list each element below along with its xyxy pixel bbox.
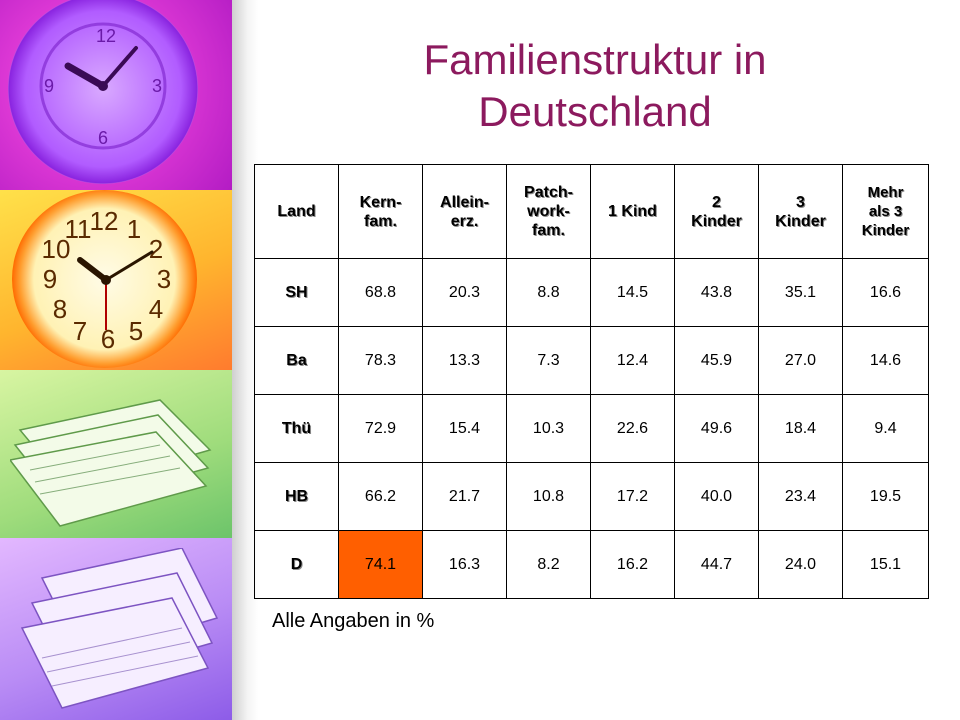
row-label: Ba: [254, 326, 339, 395]
svg-text:3: 3: [152, 76, 162, 96]
table-row: D 74.1 16.3 8.2 16.2 44.7 24.0 15.1: [254, 530, 929, 599]
column-header: 2 Kinder: [674, 164, 759, 259]
table-cell: 23.4: [758, 462, 843, 531]
title-line-2: Deutschland: [478, 88, 712, 135]
table-cell: 16.3: [422, 530, 507, 599]
row-label: HB: [254, 462, 339, 531]
row-label: D: [254, 530, 339, 599]
svg-text:8: 8: [53, 294, 67, 324]
table-cell: 74.1: [338, 530, 423, 599]
svg-text:9: 9: [44, 76, 54, 96]
svg-text:12: 12: [96, 26, 116, 46]
table-header-row: Land Kern- fam. Allein- erz. Patch- work- f…: [254, 164, 929, 259]
yellow-panel: 12 1 2 3 4 5 6 7 8 9 10 11: [0, 190, 232, 370]
table-cell: 24.0: [758, 530, 843, 599]
table-cell: 8.8: [506, 258, 591, 327]
table-cell: 44.7: [674, 530, 759, 599]
table-cell: 12.4: [590, 326, 675, 395]
table-cell: 17.2: [590, 462, 675, 531]
table-cell: 13.3: [422, 326, 507, 395]
table-cell: 15.1: [842, 530, 929, 599]
table-cell: 15.4: [422, 394, 507, 463]
table-cell: 27.0: [758, 326, 843, 395]
magenta-panel: 12 3 6 9: [0, 0, 232, 190]
table-body: SH 68.8 20.3 8.8 14.5 43.8 35.1 16.6 Ba 78.3 13.3 7…: [254, 258, 929, 599]
table-cell: 66.2: [338, 462, 423, 531]
table-cell: 78.3: [338, 326, 423, 395]
column-header: Mehr als 3 Kinder: [842, 164, 929, 259]
table-cell: 7.3: [506, 326, 591, 395]
units-note: Alle Angaben in %: [272, 610, 435, 632]
family-structure-table: Land Kern- fam. Allein- erz. Patch- work- f…: [254, 164, 929, 599]
column-header: 3 Kinder: [758, 164, 843, 259]
table-cell: 21.7: [422, 462, 507, 531]
table-row: SH 68.8 20.3 8.8 14.5 43.8 35.1 16.6: [254, 258, 929, 327]
strip-shadow: [232, 0, 258, 720]
purple-panel: [0, 538, 232, 720]
column-header: Patch- work- fam.: [506, 164, 591, 259]
table-cell: 68.8: [338, 258, 423, 327]
table-cell: 22.6: [590, 394, 675, 463]
row-label: Thü: [254, 394, 339, 463]
clock-icon: 12 3 6 9: [8, 0, 198, 184]
table-cell: 8.2: [506, 530, 591, 599]
column-header: Allein- erz.: [422, 164, 507, 259]
svg-text:6: 6: [98, 128, 108, 148]
table-cell: 35.1: [758, 258, 843, 327]
table-cell: 40.0: [674, 462, 759, 531]
table-cell: 20.3: [422, 258, 507, 327]
green-panel: [0, 370, 232, 538]
table-row: Thü 72.9 15.4 10.3 22.6 49.6 18.4 9.4: [254, 394, 929, 463]
svg-text:9: 9: [43, 264, 57, 294]
table-cell: 45.9: [674, 326, 759, 395]
table-cell: 9.4: [842, 394, 929, 463]
slide-title: Familienstruktur in Deutschland: [330, 34, 860, 138]
table-row: HB 66.2 21.7 10.8 17.2 40.0 23.4 19.5: [254, 462, 929, 531]
table-cell: 16.2: [590, 530, 675, 599]
table-row: Ba 78.3 13.3 7.3 12.4 45.9 27.0 14.6: [254, 326, 929, 395]
svg-text:6: 6: [101, 324, 115, 354]
table-cell: 10.8: [506, 462, 591, 531]
papers-icon: [10, 399, 212, 527]
table-cell: 10.3: [506, 394, 591, 463]
title-line-1: Familienstruktur in: [423, 36, 767, 83]
table-cell: 18.4: [758, 394, 843, 463]
decorative-image-strip: 12 3 6 9 12 1 2 3 4 5 6 7 8 9: [0, 0, 232, 720]
svg-text:12: 12: [90, 206, 119, 236]
papers-icon: [20, 548, 219, 709]
clock-icon: 12 1 2 3 4 5 6 7 8 9 10 11: [12, 190, 197, 368]
column-header: Kern- fam.: [338, 164, 423, 259]
column-header: Land: [254, 164, 339, 259]
table-cell: 16.6: [842, 258, 929, 327]
table-cell: 49.6: [674, 394, 759, 463]
row-label: SH: [254, 258, 339, 327]
table-cell: 14.5: [590, 258, 675, 327]
svg-text:1: 1: [127, 214, 141, 244]
table-cell: 19.5: [842, 462, 929, 531]
table-cell: 72.9: [338, 394, 423, 463]
svg-text:10: 10: [42, 234, 71, 264]
svg-text:3: 3: [157, 264, 171, 294]
svg-text:2: 2: [149, 234, 163, 264]
column-header: 1 Kind: [590, 164, 675, 259]
svg-text:4: 4: [149, 294, 163, 324]
table-cell: 43.8: [674, 258, 759, 327]
table-cell: 14.6: [842, 326, 929, 395]
svg-text:11: 11: [65, 214, 92, 244]
svg-text:5: 5: [129, 316, 143, 346]
svg-text:7: 7: [73, 316, 87, 346]
